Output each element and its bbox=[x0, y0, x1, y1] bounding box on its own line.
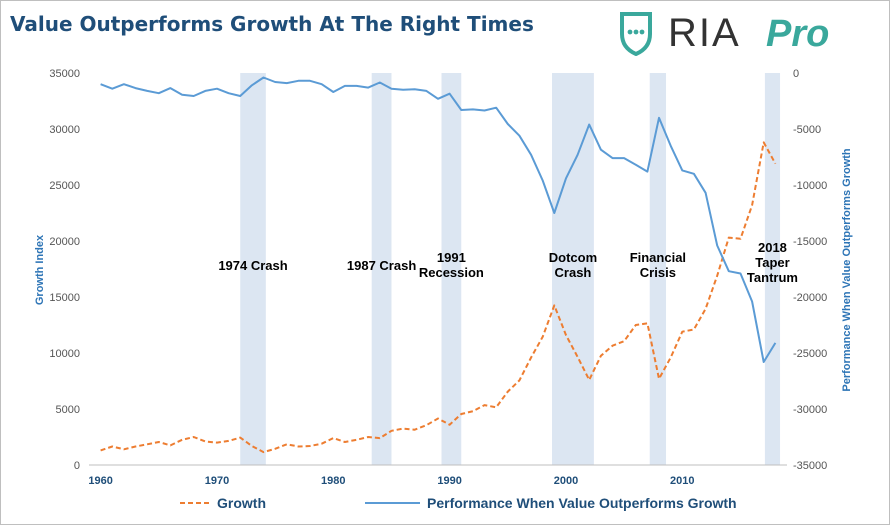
period-label: Financial bbox=[630, 250, 686, 265]
y-left-tick-label: 5000 bbox=[56, 404, 80, 416]
logo-text-main: RIA bbox=[668, 11, 741, 55]
growth-series-line bbox=[100, 141, 777, 454]
period-label: 1987 Crash bbox=[347, 258, 416, 273]
period-label: Dotcom bbox=[549, 250, 597, 265]
period-label: Taper bbox=[755, 255, 789, 270]
x-tick-label: 1990 bbox=[437, 475, 461, 487]
legend-label-growth: Growth bbox=[217, 495, 266, 511]
logo-text-sub: Pro bbox=[766, 13, 829, 55]
shaded-period bbox=[441, 73, 462, 465]
shaded-period bbox=[552, 73, 594, 465]
period-label: Tantrum bbox=[747, 270, 798, 285]
performance-series-line bbox=[100, 76, 777, 363]
x-tick-label: 2010 bbox=[670, 475, 694, 487]
period-label: 1974 Crash bbox=[218, 258, 287, 273]
y-left-axis-label: Growth Index bbox=[34, 234, 46, 305]
y-left-tick-label: 0 bbox=[74, 460, 80, 472]
period-label: Crash bbox=[555, 265, 592, 280]
period-label: Recession bbox=[419, 265, 484, 280]
period-label: Crisis bbox=[640, 265, 676, 280]
y-right-tick-label: -10000 bbox=[793, 180, 827, 192]
period-annotations: 1974 Crash 1987 Crash1991RecessionDotcomC… bbox=[218, 240, 798, 285]
y-right-tick-label: -5000 bbox=[793, 124, 821, 136]
y-right-tick-label: -15000 bbox=[793, 236, 827, 248]
y-right-tick-label: -20000 bbox=[793, 292, 827, 304]
period-label: 2018 bbox=[758, 240, 787, 255]
shield-chat-icon bbox=[620, 12, 652, 56]
shaded-period bbox=[371, 73, 392, 465]
y-left-tick-label: 20000 bbox=[49, 236, 80, 248]
y-left-tick-label: 25000 bbox=[49, 180, 80, 192]
axes: 0 5000 10000 15000 20000 25000 30000 35000 0 -500… bbox=[49, 68, 827, 487]
y-left-tick-label: 35000 bbox=[49, 68, 80, 80]
y-left-tick-label: 30000 bbox=[49, 124, 80, 136]
ria-pro-logo: RIA Pro bbox=[620, 11, 829, 56]
y-left-tick-label: 15000 bbox=[49, 292, 80, 304]
x-tick-label: 1960 bbox=[88, 475, 112, 487]
series-lines bbox=[100, 76, 777, 454]
chart-title: Value Outperforms Growth At The Right Ti… bbox=[10, 12, 534, 36]
shaded-periods bbox=[240, 73, 781, 465]
y-right-tick-label: -30000 bbox=[793, 404, 827, 416]
y-right-tick-label: -35000 bbox=[793, 460, 827, 472]
legend: Growth Performance When Value Outperform… bbox=[180, 495, 737, 511]
period-label: 1991 bbox=[437, 250, 466, 265]
x-tick-label: 1970 bbox=[205, 475, 229, 487]
shaded-period bbox=[764, 73, 781, 465]
x-tick-label: 2000 bbox=[554, 475, 578, 487]
y-right-axis-label: Performance When Value Outperforms Growt… bbox=[841, 148, 853, 392]
shaded-period bbox=[649, 73, 667, 465]
y-left-tick-label: 10000 bbox=[49, 348, 80, 360]
shaded-period bbox=[240, 73, 266, 465]
y-right-tick-label: -25000 bbox=[793, 348, 827, 360]
legend-label-performance: Performance When Value Outperforms Growt… bbox=[427, 495, 737, 511]
x-tick-label: 1980 bbox=[321, 475, 345, 487]
y-right-tick-label: 0 bbox=[793, 68, 799, 80]
